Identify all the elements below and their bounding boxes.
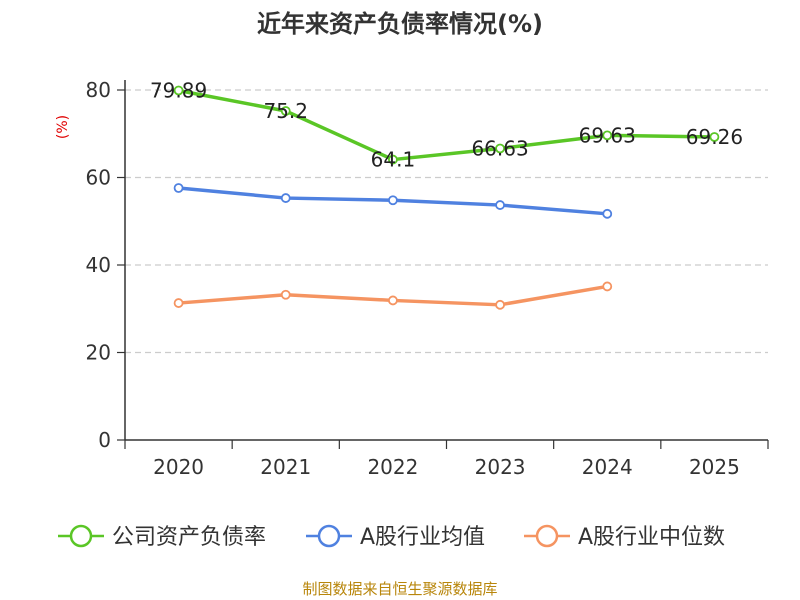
legend-item-0: 公司资产负债率 [58, 524, 266, 550]
data-point [280, 193, 291, 203]
data-point [388, 195, 398, 206]
data-point [280, 106, 291, 116]
series-1 [173, 183, 613, 219]
legend-item-2: A股行业中位数 [524, 524, 725, 550]
data-point [495, 200, 505, 210]
series-line [178, 88, 715, 162]
data-label: 79.89 [150, 78, 207, 102]
x-tick-label: 2022 [367, 455, 418, 479]
legend-label: 公司资产负债率 [112, 525, 266, 550]
x-tick-label: 2023 [475, 455, 526, 479]
data-label: 64.1 [371, 148, 416, 172]
gridlines [125, 89, 768, 354]
data-point [602, 281, 613, 292]
legend-label: A股行业中位数 [578, 525, 725, 550]
data-point [280, 289, 291, 300]
data-point [388, 295, 398, 306]
data-point [173, 85, 184, 96]
data-point [602, 130, 613, 141]
x-tick-label: 2025 [689, 455, 740, 479]
y-tick-label: 0 [98, 428, 111, 452]
y-tick-label: 60 [86, 166, 111, 190]
legend-marker [69, 524, 93, 548]
legend-marker [535, 524, 559, 548]
y-tick-label: 40 [86, 253, 111, 277]
data-label: 75.2 [263, 99, 308, 123]
data-point [388, 154, 398, 165]
chart-title: 近年来资产负债率情况(%) [257, 10, 543, 38]
series-2 [173, 281, 613, 310]
data-label: 66.63 [471, 136, 528, 160]
series-0: 79.89 75.2 64.1 66.63 69.63 69.26 [150, 78, 743, 171]
data-point [495, 299, 505, 310]
legend-item-1: A股行业均值 [306, 524, 485, 550]
legend-label: A股行业均值 [360, 525, 485, 550]
series: 79.89 75.2 64.1 66.63 69.63 69.26 [150, 78, 743, 310]
data-label: 69.63 [579, 123, 636, 147]
data-point [495, 143, 505, 154]
data-point [173, 298, 184, 308]
data-source-note: 制图数据来自恒生聚源数据库 [302, 580, 497, 598]
data-point [709, 132, 720, 142]
x-tick-label: 2024 [582, 455, 633, 479]
y-tick-label: 80 [86, 78, 111, 102]
x-tick-label: 2021 [260, 455, 311, 479]
y-axis-label: (%) [55, 115, 71, 139]
y-tick-label: 20 [86, 341, 111, 365]
data-label: 69.26 [686, 125, 743, 149]
data-point [173, 183, 184, 193]
legend: 公司资产负债率 A股行业均值 A股行业中位数 [58, 524, 725, 550]
legend-marker [317, 524, 341, 548]
data-point [602, 208, 613, 219]
x-tick-label: 2020 [153, 455, 204, 479]
axes: 0 20 40 60 80 2020 2021 2022 2023 2024 2025 [86, 78, 769, 479]
